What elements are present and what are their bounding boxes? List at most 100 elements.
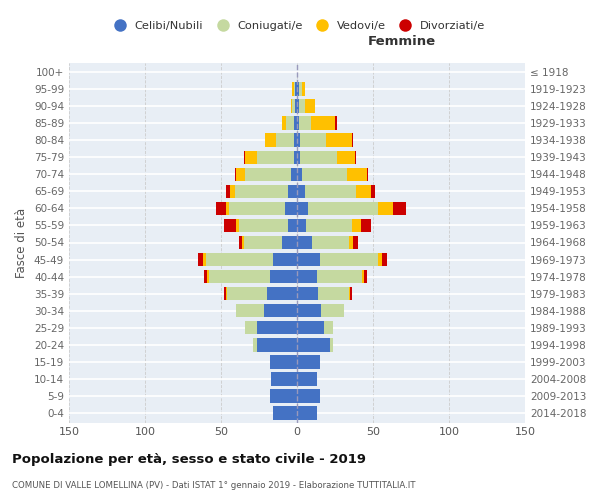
Bar [377, 253, 382, 266]
Bar [297, 356, 320, 368]
Bar [217, 202, 226, 215]
Bar [295, 100, 297, 112]
Bar [297, 372, 317, 386]
Bar [245, 168, 291, 181]
Bar [377, 202, 393, 215]
Y-axis label: Fasce di età: Fasce di età [16, 208, 28, 278]
Bar [312, 236, 349, 249]
Bar [236, 168, 245, 181]
Bar [364, 270, 367, 283]
Bar [393, 202, 406, 215]
Bar [299, 116, 311, 130]
Bar [206, 253, 272, 266]
Bar [297, 168, 302, 181]
Bar [335, 116, 337, 130]
Bar [362, 270, 364, 283]
Bar [297, 116, 299, 130]
Bar [297, 150, 300, 164]
Bar [326, 134, 352, 147]
Bar [235, 168, 236, 181]
Bar [203, 253, 206, 266]
Bar [257, 338, 297, 351]
Bar [356, 184, 371, 198]
Bar [239, 219, 288, 232]
Bar [297, 82, 299, 96]
Bar [272, 253, 297, 266]
Bar [353, 236, 358, 249]
Bar [282, 236, 297, 249]
Bar [299, 82, 302, 96]
Bar [269, 390, 297, 402]
Bar [236, 304, 263, 318]
Text: COMUNE DI VALLE LOMELLINA (PV) - Dati ISTAT 1° gennaio 2019 - Elaborazione TUTTI: COMUNE DI VALLE LOMELLINA (PV) - Dati IS… [12, 481, 415, 490]
Bar [299, 100, 305, 112]
Bar [242, 236, 244, 249]
Legend: Celibi/Nubili, Coniugati/e, Vedovi/e, Divorziati/e: Celibi/Nubili, Coniugati/e, Vedovi/e, Di… [104, 16, 490, 35]
Bar [318, 287, 349, 300]
Bar [349, 236, 353, 249]
Bar [367, 168, 368, 181]
Text: Femmine: Femmine [368, 35, 436, 48]
Bar [224, 287, 226, 300]
Bar [297, 270, 317, 283]
Bar [297, 253, 320, 266]
Bar [294, 150, 297, 164]
Bar [292, 100, 295, 112]
Bar [257, 321, 297, 334]
Bar [288, 219, 297, 232]
Bar [300, 134, 326, 147]
Bar [226, 184, 230, 198]
Bar [322, 304, 344, 318]
Bar [308, 202, 377, 215]
Bar [297, 134, 300, 147]
Bar [297, 338, 331, 351]
Bar [302, 168, 347, 181]
Bar [230, 184, 235, 198]
Bar [209, 270, 269, 283]
Bar [291, 168, 297, 181]
Bar [361, 219, 371, 232]
Bar [229, 202, 285, 215]
Bar [297, 321, 325, 334]
Bar [306, 219, 352, 232]
Bar [226, 202, 229, 215]
Bar [266, 287, 297, 300]
Bar [297, 287, 318, 300]
Bar [311, 116, 335, 130]
Bar [349, 287, 350, 300]
Bar [297, 100, 299, 112]
Bar [224, 219, 236, 232]
Bar [320, 253, 377, 266]
Bar [204, 270, 208, 283]
Bar [297, 184, 305, 198]
Bar [269, 270, 297, 283]
Bar [263, 304, 297, 318]
Bar [292, 82, 294, 96]
Bar [305, 100, 315, 112]
Bar [198, 253, 203, 266]
Bar [331, 338, 334, 351]
Bar [297, 406, 317, 420]
Bar [295, 82, 297, 96]
Bar [305, 184, 356, 198]
Bar [282, 116, 286, 130]
Bar [236, 219, 239, 232]
Bar [347, 168, 367, 181]
Bar [226, 287, 227, 300]
Bar [271, 372, 297, 386]
Bar [257, 150, 294, 164]
Bar [276, 134, 294, 147]
Bar [300, 150, 337, 164]
Bar [288, 184, 297, 198]
Bar [382, 253, 386, 266]
Bar [352, 219, 361, 232]
Bar [239, 236, 242, 249]
Bar [297, 236, 312, 249]
Bar [297, 390, 320, 402]
Bar [297, 219, 306, 232]
Bar [350, 287, 352, 300]
Bar [355, 150, 356, 164]
Bar [285, 202, 297, 215]
Bar [371, 184, 374, 198]
Text: Popolazione per età, sesso e stato civile - 2019: Popolazione per età, sesso e stato civil… [12, 452, 366, 466]
